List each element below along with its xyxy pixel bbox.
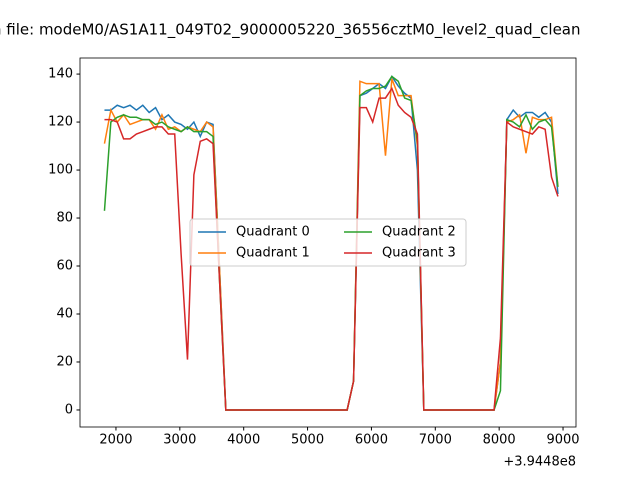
- x-tick-label: 6000: [355, 433, 388, 448]
- legend: Quadrant 0 Quadrant 1 Quadrant 2 Quadrant 3: [189, 218, 467, 267]
- x-offset-label: +3.9448e8: [503, 455, 576, 470]
- y-tick-label: 100: [48, 163, 73, 178]
- legend-label: Quadrant 2: [382, 225, 456, 240]
- x-tick-label: 9000: [546, 433, 579, 448]
- y-tick-label: 20: [56, 354, 73, 369]
- x-tick-label: 5000: [291, 433, 324, 448]
- y-tick-label: 60: [56, 259, 73, 274]
- x-tick-label: 8000: [483, 433, 516, 448]
- y-tick-label: 0: [65, 402, 73, 417]
- legend-label: Quadrant 0: [236, 225, 310, 240]
- x-tick-label: 7000: [419, 433, 452, 448]
- chart-title: n file: modeM0/AS1A11_049T02_9000005220_…: [0, 21, 581, 40]
- plot-frame: [79, 57, 577, 428]
- x-tick-label: 3000: [163, 433, 196, 448]
- y-tick-label: 40: [56, 306, 73, 321]
- y-tick-label: 120: [48, 115, 73, 130]
- y-tick-label: 80: [56, 211, 73, 226]
- legend-label: Quadrant 1: [236, 246, 310, 261]
- x-tick-label: 2000: [99, 433, 132, 448]
- legend-box: [189, 218, 467, 267]
- legend-label: Quadrant 3: [382, 246, 456, 261]
- x-tick-label: 4000: [227, 433, 260, 448]
- y-tick-label: 140: [48, 67, 73, 82]
